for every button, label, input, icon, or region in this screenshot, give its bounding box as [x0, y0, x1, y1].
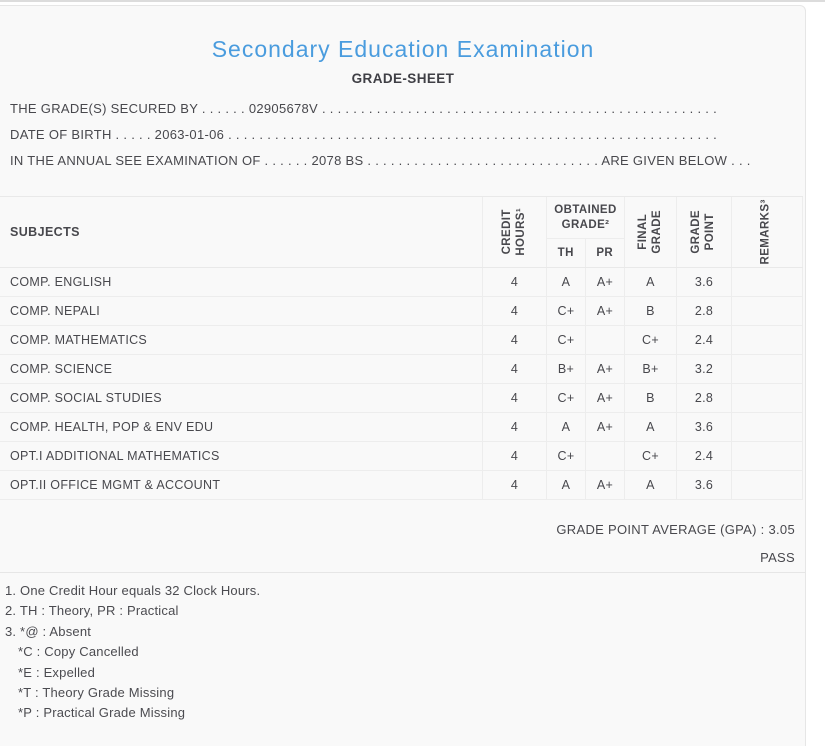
subject-cell: OPT.I ADDITIONAL MATHEMATICS [0, 442, 483, 470]
grade-point-cell: 3.6 [677, 413, 732, 441]
table-row: OPT.II OFFICE MGMT & ACCOUNT 4 A A+ A 3.… [0, 471, 803, 500]
subject-cell: COMP. MATHEMATICS [0, 326, 483, 354]
remarks-cell [732, 384, 803, 412]
table-row: COMP. SCIENCE 4 B+ A+ B+ 3.2 [0, 355, 803, 384]
pr-grade-cell: A+ [586, 268, 625, 296]
column-header-pr: PR [596, 247, 614, 259]
grade-point-cell: 2.4 [677, 326, 732, 354]
table-row: COMP. NEPALI 4 C+ A+ B 2.8 [0, 297, 803, 326]
grade-point-cell: 2.8 [677, 384, 732, 412]
pr-grade-cell [586, 326, 625, 354]
credit-cell: 4 [483, 297, 547, 325]
footnote-practical-missing: *P : Practical Grade Missing [18, 705, 186, 721]
grade-point-cell: 3.6 [677, 471, 732, 499]
pr-grade-cell: A+ [586, 413, 625, 441]
column-header-th: TH [547, 239, 586, 267]
footnote-theory-missing: *T : Theory Grade Missing [18, 684, 175, 700]
credit-cell: 4 [483, 384, 547, 412]
footnote-expelled: *E : Expelled [18, 664, 96, 680]
th-grade-cell: A [547, 471, 586, 499]
subject-cell: COMP. NEPALI [0, 297, 483, 325]
th-grade-cell: B+ [547, 355, 586, 383]
subject-cell: COMP. ENGLISH [0, 268, 483, 296]
footnote-copy-cancelled: *C : Copy Cancelled [18, 644, 139, 660]
credit-cell: 4 [483, 413, 547, 441]
page-title: Secondary Education Examination [211, 36, 595, 62]
pr-grade-cell: A+ [586, 355, 625, 383]
th-grade-cell: C+ [547, 384, 586, 412]
grade-point-cell: 3.6 [677, 268, 732, 296]
subject-cell: COMP. SCIENCE [0, 355, 483, 383]
remarks-cell [732, 413, 803, 441]
remarks-cell [732, 268, 803, 296]
column-header-obtained-grade: OBTAINED GRADE² TH PR [547, 197, 625, 267]
final-grade-cell: B+ [625, 355, 677, 383]
page-subtitle: GRADE-SHEET [351, 71, 455, 86]
column-header-credit-hours: CREDIT HOURS¹ [483, 197, 547, 267]
th-grade-cell: A [547, 413, 586, 441]
grade-point-cell: 2.8 [677, 297, 732, 325]
footnote-separator [0, 572, 806, 573]
table-row: COMP. MATHEMATICS 4 C+ C+ 2.4 [0, 326, 803, 355]
content-card [0, 5, 806, 746]
th-grade-cell: C+ [547, 442, 586, 470]
credit-cell: 4 [483, 355, 547, 383]
credit-cell: 4 [483, 268, 547, 296]
pr-grade-cell [586, 442, 625, 470]
final-grade-cell: A [625, 471, 677, 499]
final-grade-cell: A [625, 268, 677, 296]
table-row: COMP. ENGLISH 4 A A+ A 3.6 [0, 268, 803, 297]
final-grade-cell: C+ [625, 326, 677, 354]
table-row: OPT.I ADDITIONAL MATHEMATICS 4 C+ C+ 2.4 [0, 442, 803, 471]
final-grade-cell: C+ [625, 442, 677, 470]
remarks-cell [732, 326, 803, 354]
final-grade-cell: B [625, 384, 677, 412]
remarks-cell [732, 442, 803, 470]
remarks-cell [732, 355, 803, 383]
column-header-final-grade: FINAL GRADE [625, 197, 677, 267]
pr-grade-cell: A+ [586, 384, 625, 412]
footnote-credit-hours: 1. One Credit Hour equals 32 Clock Hours… [5, 583, 261, 598]
table-row: COMP. SOCIAL STUDIES 4 C+ A+ B 2.8 [0, 384, 803, 413]
pr-grade-cell: A+ [586, 471, 625, 499]
table-row: COMP. HEALTH, POP & ENV EDU 4 A A+ A 3.6 [0, 413, 803, 442]
th-grade-cell: A [547, 268, 586, 296]
credit-cell: 4 [483, 442, 547, 470]
subject-cell: OPT.II OFFICE MGMT & ACCOUNT [0, 471, 483, 499]
column-header-grade-point: GRADE POINT [677, 197, 732, 267]
info-line-examination-year: IN THE ANNUAL SEE EXAMINATION OF . . . .… [10, 153, 751, 168]
th-grade-cell: C+ [547, 297, 586, 325]
footnote-th-pr: 2. TH : Theory, PR : Practical [5, 603, 179, 619]
final-grade-cell: A [625, 413, 677, 441]
remarks-cell [732, 471, 803, 499]
remarks-cell [732, 297, 803, 325]
pr-grade-cell: A+ [586, 297, 625, 325]
column-header-subjects: SUBJECTS [0, 197, 483, 267]
subject-cell: COMP. HEALTH, POP & ENV EDU [0, 413, 483, 441]
footnote-absent: 3. *@ : Absent [5, 623, 92, 639]
subject-cell: COMP. SOCIAL STUDIES [0, 384, 483, 412]
column-header-remarks: REMARKS³ [732, 197, 803, 267]
gpa-summary: GRADE POINT AVERAGE (GPA) : 3.05 [556, 522, 795, 537]
result-status: PASS [760, 550, 795, 565]
info-line-grades-secured-by: THE GRADE(S) SECURED BY . . . . . . 0290… [10, 101, 722, 116]
info-line-date-of-birth: DATE OF BIRTH . . . . . 2063-01-06 . . .… [10, 127, 722, 142]
table-header-row: SUBJECTS CREDIT HOURS¹ OBTAINED GRADE² T… [0, 196, 803, 268]
grades-table: SUBJECTS CREDIT HOURS¹ OBTAINED GRADE² T… [0, 196, 803, 500]
credit-cell: 4 [483, 326, 547, 354]
grade-point-cell: 2.4 [677, 442, 732, 470]
window-top-border [0, 0, 825, 2]
credit-cell: 4 [483, 471, 547, 499]
footnotes-section: 1. One Credit Hour equals 32 Clock Hours… [5, 581, 505, 724]
final-grade-cell: B [625, 297, 677, 325]
th-grade-cell: C+ [547, 326, 586, 354]
grade-point-cell: 3.2 [677, 355, 732, 383]
